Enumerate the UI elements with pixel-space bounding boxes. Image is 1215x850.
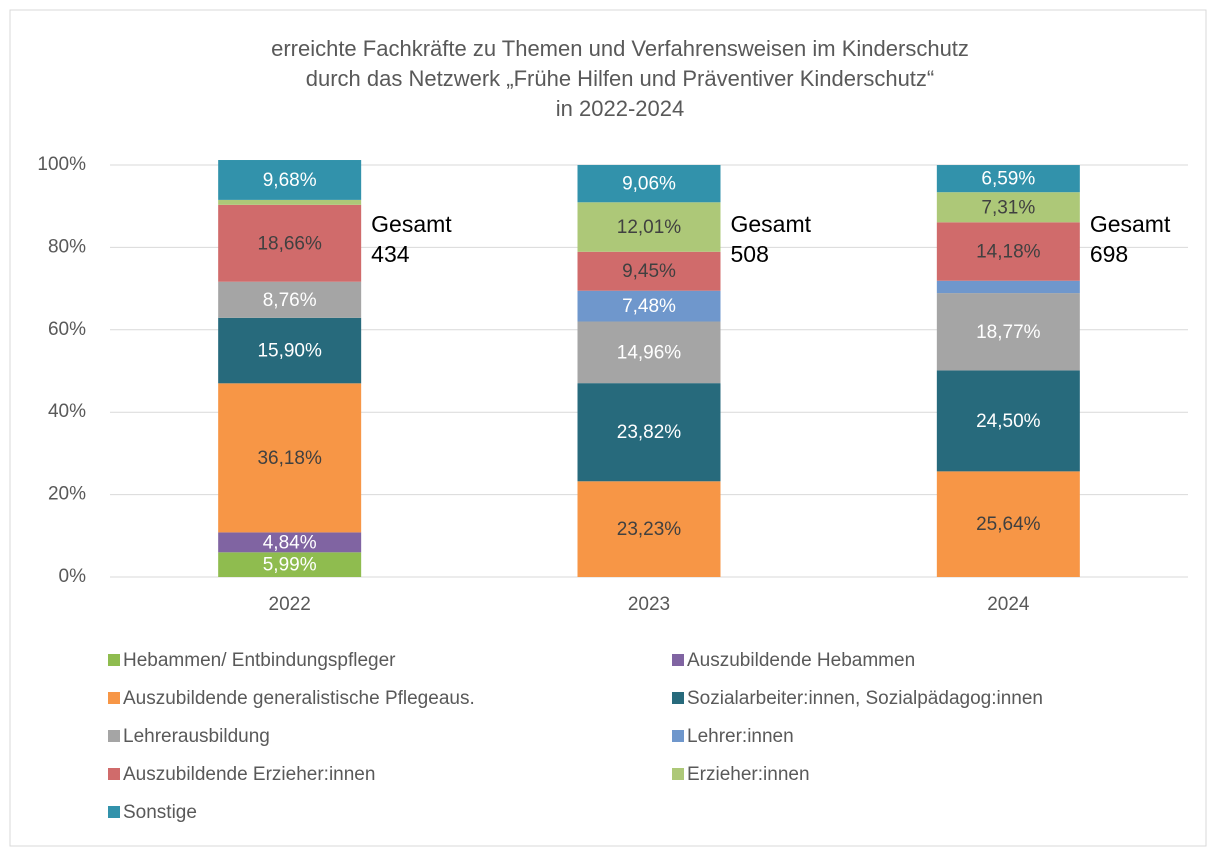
data-label: 36,18%	[257, 448, 322, 469]
bar-segment	[218, 532, 362, 553]
bar-segment	[218, 199, 362, 205]
data-label: 15,90%	[257, 341, 322, 362]
data-label: 9,45%	[622, 261, 676, 282]
y-tick-label: 80%	[48, 236, 86, 257]
y-tick-label: 40%	[48, 401, 86, 422]
bar-segment	[218, 552, 362, 577]
data-label: 24,50%	[976, 411, 1041, 432]
legend-label: Hebammen/ Entbindungspfleger	[123, 650, 396, 671]
legend-swatch	[108, 692, 120, 704]
data-label: 25,64%	[976, 514, 1041, 535]
bar-segment	[936, 471, 1080, 577]
annotation: 508	[731, 241, 769, 267]
data-label: 4,84%	[263, 532, 317, 553]
annotation: 698	[1090, 241, 1128, 267]
legend-label: Auszubildende Erzieher:innen	[123, 764, 375, 785]
bar-segment	[577, 290, 721, 322]
bar-segment	[577, 321, 721, 384]
bar-segment	[577, 251, 721, 291]
bar-segment	[936, 280, 1080, 294]
legend-swatch	[108, 730, 120, 742]
bar-segment	[218, 317, 362, 384]
bar-segment	[936, 293, 1080, 371]
data-label: 14,96%	[617, 342, 682, 363]
annotation: 434	[371, 241, 410, 267]
data-label: 23,82%	[617, 422, 682, 443]
legend-swatch	[108, 768, 120, 780]
legend-swatch	[672, 730, 684, 742]
x-tick-label: 2024	[987, 594, 1030, 615]
bar-segment	[936, 370, 1080, 472]
legend-swatch	[672, 692, 684, 704]
y-tick-label: 0%	[59, 566, 87, 587]
data-label: 8,76%	[263, 290, 317, 311]
legend-label: Sozialarbeiter:innen, Sozialpädagog:inne…	[687, 688, 1043, 709]
legend-swatch	[108, 806, 120, 818]
data-label: 7,48%	[622, 296, 676, 317]
data-label: 9,68%	[263, 170, 317, 191]
legend-label: Lehrer:innen	[687, 726, 794, 747]
bar-segment	[936, 165, 1080, 193]
bar-segment	[577, 481, 721, 577]
y-tick-label: 60%	[48, 319, 86, 340]
bar-segment	[936, 192, 1080, 223]
legend-label: Auszubildende generalistische Pflegeaus.	[123, 688, 475, 709]
legend-label: Sonstige	[123, 802, 197, 823]
data-label: 23,23%	[617, 519, 682, 540]
bar-segment	[218, 204, 362, 282]
bar-segment	[577, 164, 721, 203]
legend-label: Auszubildende Hebammen	[687, 650, 915, 671]
chart-title: durch das Netzwerk „Frühe Hilfen und Prä…	[306, 66, 935, 91]
x-tick-label: 2023	[628, 594, 670, 615]
bar-segment	[936, 222, 1080, 281]
annotation: Gesamt	[1090, 211, 1171, 237]
data-label: 9,06%	[622, 174, 676, 195]
chart-title: in 2022-2024	[556, 96, 684, 121]
data-label: 6,59%	[981, 169, 1035, 190]
bar-segment	[218, 281, 362, 318]
bar-segment	[577, 202, 721, 252]
legend-swatch	[108, 654, 120, 666]
data-label: 14,18%	[976, 242, 1041, 263]
data-label: 7,31%	[981, 197, 1035, 218]
annotation: Gesamt	[731, 211, 812, 237]
bar-segment	[218, 160, 362, 200]
data-label: 18,66%	[257, 233, 322, 254]
x-tick-label: 2022	[269, 594, 311, 615]
y-tick-label: 20%	[48, 484, 86, 505]
annotation: Gesamt	[371, 211, 452, 237]
legend-label: Lehrerausbildung	[123, 726, 270, 747]
y-tick-label: 100%	[37, 154, 86, 175]
data-label: 18,77%	[976, 322, 1041, 343]
legend-label: Erzieher:innen	[687, 764, 810, 785]
data-label: 12,01%	[617, 217, 682, 238]
chart-title: erreichte Fachkräfte zu Themen und Verfa…	[271, 36, 969, 61]
bar-segment	[577, 383, 721, 482]
data-label: 5,99%	[263, 555, 317, 576]
legend-swatch	[672, 654, 684, 666]
legend-swatch	[672, 768, 684, 780]
bar-segment	[218, 383, 362, 533]
